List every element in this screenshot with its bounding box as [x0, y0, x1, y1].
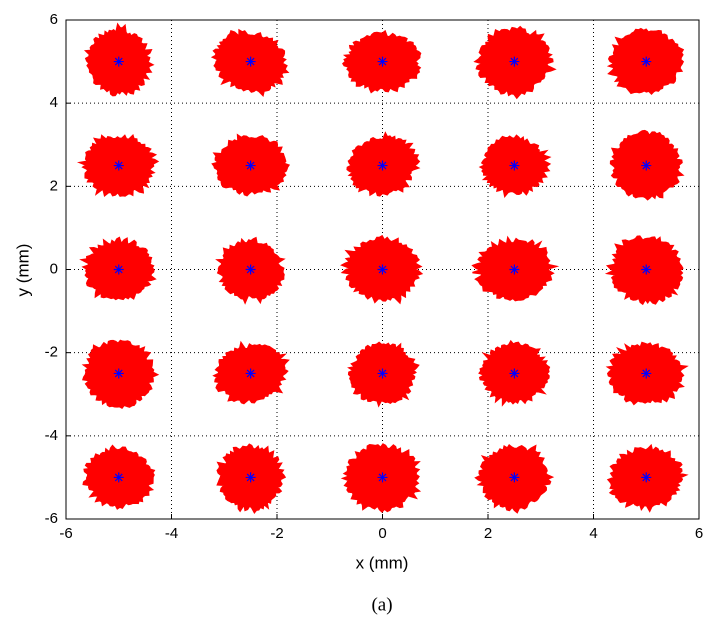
y-tick-label: -4: [45, 427, 58, 444]
y-tick-label: 6: [50, 11, 58, 28]
point: [377, 56, 388, 67]
y-tick-label: 2: [50, 177, 58, 194]
point: [113, 264, 124, 275]
point: [113, 160, 124, 171]
x-axis-label: x (mm): [356, 553, 409, 572]
y-tick-label: 4: [50, 94, 58, 111]
point: [509, 56, 520, 67]
point: [245, 368, 256, 379]
point: [377, 472, 388, 483]
point: [509, 368, 520, 379]
point: [641, 264, 652, 275]
x-tick-label: -6: [59, 525, 72, 542]
x-tick-label: -2: [270, 525, 283, 542]
point: [377, 264, 388, 275]
point: [245, 264, 256, 275]
point: [113, 472, 124, 483]
y-tick-label: -6: [45, 510, 58, 527]
point: [509, 264, 520, 275]
point: [641, 160, 652, 171]
point: [641, 472, 652, 483]
point: [113, 368, 124, 379]
caption: (a): [371, 594, 392, 615]
point: [245, 472, 256, 483]
y-tick-label: -2: [45, 344, 58, 361]
point: [509, 160, 520, 171]
x-tick-label: -4: [165, 525, 178, 542]
x-tick-label: 2: [484, 525, 492, 542]
x-tick-label: 6: [695, 525, 703, 542]
point: [641, 368, 652, 379]
x-tick-label: 0: [378, 525, 386, 542]
point: [377, 368, 388, 379]
y-tick-label: 0: [50, 260, 58, 277]
y-axis-label: y (mm): [13, 244, 32, 297]
point: [377, 160, 388, 171]
plot-frame: [65, 19, 700, 520]
point: [245, 160, 256, 171]
point: [641, 56, 652, 67]
point: [113, 56, 124, 67]
point: [509, 472, 520, 483]
x-tick-label: 4: [589, 525, 597, 542]
point: [245, 56, 256, 67]
